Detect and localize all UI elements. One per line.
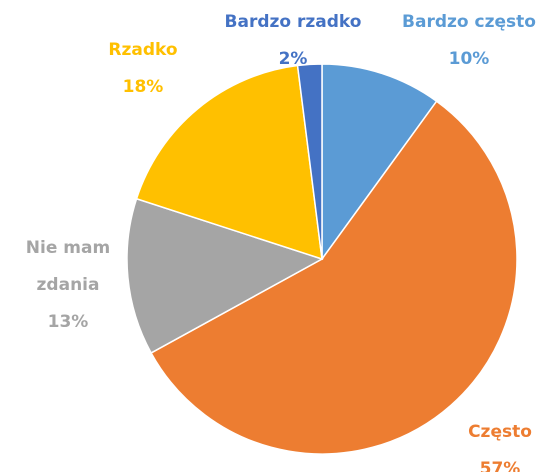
pie-slice bbox=[296, 63, 323, 260]
slice-label: Bardzo rzadko 2% bbox=[208, 4, 378, 78]
category-label: Rzadko bbox=[108, 40, 178, 60]
slice-label: Rzadko 18% bbox=[93, 32, 193, 106]
category-label: Bardzo rzadko bbox=[224, 12, 362, 32]
slice-label: Nie mam zdania 13% bbox=[18, 230, 118, 341]
pie-slice bbox=[135, 64, 323, 261]
value-label: 18% bbox=[122, 77, 164, 97]
category-label: Często bbox=[468, 422, 532, 442]
slice-label: Bardzo często 10% bbox=[384, 4, 547, 78]
value-label: 57% bbox=[479, 459, 521, 472]
pie-slice bbox=[150, 100, 518, 455]
pie-slice bbox=[126, 197, 324, 354]
category-label: Nie mam zdania bbox=[25, 238, 111, 295]
category-label: Bardzo często bbox=[402, 12, 536, 32]
value-label: 13% bbox=[47, 312, 89, 332]
pie-slice bbox=[321, 63, 438, 262]
value-label: 2% bbox=[278, 49, 308, 69]
value-label: 10% bbox=[448, 49, 490, 69]
slice-label: Często 57% bbox=[450, 414, 547, 472]
